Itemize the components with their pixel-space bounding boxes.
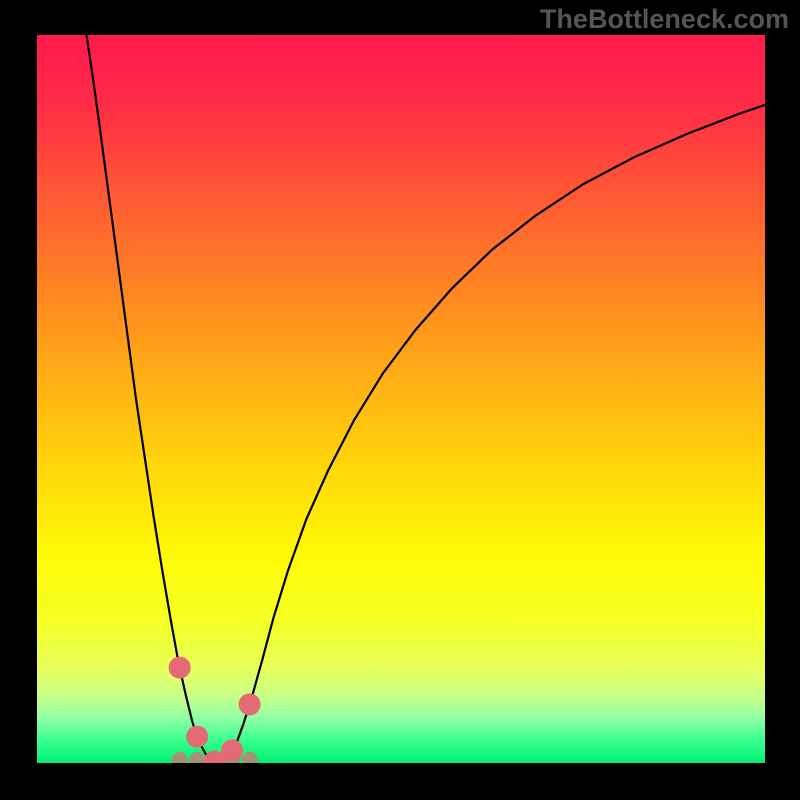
plot-area xyxy=(37,35,765,763)
watermark-text: TheBottleneck.com xyxy=(540,4,789,35)
gradient-background xyxy=(37,35,765,763)
stage: TheBottleneck.com xyxy=(0,0,800,800)
